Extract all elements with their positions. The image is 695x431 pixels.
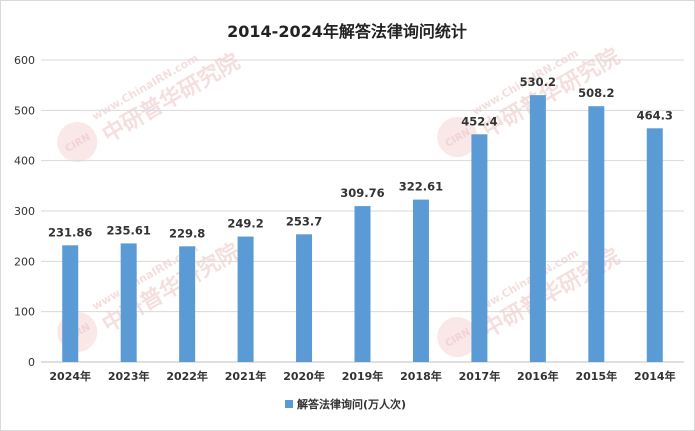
- chart-title: 2014-2024年解答法律询问统计: [227, 22, 467, 41]
- y-tick-label: 100: [14, 306, 35, 319]
- data-label: 229.8: [169, 226, 205, 240]
- x-tick-label: 2022年: [166, 369, 208, 383]
- bar: [588, 106, 605, 363]
- x-tick-label: 2020年: [283, 369, 325, 383]
- y-tick-label: 500: [14, 104, 35, 117]
- x-tick-label: 2019年: [342, 369, 384, 383]
- data-label: 231.86: [48, 225, 92, 239]
- watermark-logo-circle: [437, 117, 478, 157]
- data-label: 530.2: [520, 75, 556, 89]
- bar: [354, 206, 371, 362]
- data-label: 235.61: [106, 223, 150, 237]
- data-label: 452.4: [461, 114, 497, 128]
- x-tick-label: 2021年: [225, 369, 267, 383]
- bar: [529, 95, 546, 363]
- y-tick-label: 200: [14, 255, 35, 268]
- bar: [237, 236, 254, 362]
- x-tick-label: 2017年: [459, 369, 501, 383]
- bar: [179, 246, 196, 362]
- x-tick-label: 2015年: [576, 369, 618, 383]
- y-axis-ticks: 0 100 200 300 400 500 600: [14, 54, 35, 369]
- x-tick-label: 2018年: [400, 369, 442, 383]
- bar: [412, 199, 429, 362]
- bar: [296, 234, 313, 362]
- data-labels-group: 231.86 235.61 229.8 249.2 253.7 309.76 322.61 4…: [48, 75, 673, 240]
- data-label: 309.76: [340, 186, 384, 200]
- legend: 解答法律询问(万人次): [285, 397, 406, 411]
- x-tick-label: 2014年: [634, 369, 676, 383]
- x-axis-categories: 2024年 2023年 2022年 2021年 2020年 2019年 2018年 2017年…: [49, 369, 675, 383]
- watermark-logo-circle: [57, 122, 98, 162]
- y-tick-label: 400: [14, 155, 35, 168]
- bars-group: [62, 95, 663, 363]
- data-label: 253.7: [286, 214, 322, 228]
- bar: [646, 128, 663, 362]
- x-tick-label: 2024年: [49, 369, 91, 383]
- x-tick-label: 2023年: [108, 369, 150, 383]
- data-label: 249.2: [227, 217, 263, 231]
- bar: [120, 243, 137, 362]
- legend-label: 解答法律询问(万人次): [297, 397, 406, 411]
- bar: [62, 245, 79, 362]
- data-label: 322.61: [399, 180, 443, 194]
- data-label: 464.3: [637, 108, 673, 122]
- watermark-logo-circle: [437, 317, 478, 357]
- data-label: 508.2: [578, 86, 614, 100]
- bar: [471, 134, 488, 362]
- x-tick-label: 2016年: [517, 369, 559, 383]
- y-tick-label: 0: [28, 356, 35, 369]
- y-tick-label: 300: [14, 205, 35, 218]
- y-tick-label: 600: [14, 54, 35, 67]
- legend-swatch: [285, 400, 293, 408]
